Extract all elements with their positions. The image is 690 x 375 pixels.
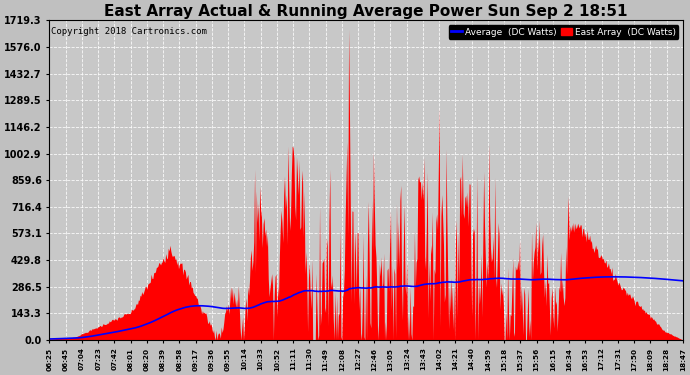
Legend: Average  (DC Watts), East Array  (DC Watts): Average (DC Watts), East Array (DC Watts…: [448, 25, 678, 39]
Text: Copyright 2018 Cartronics.com: Copyright 2018 Cartronics.com: [50, 27, 206, 36]
Title: East Array Actual & Running Average Power Sun Sep 2 18:51: East Array Actual & Running Average Powe…: [104, 4, 628, 19]
